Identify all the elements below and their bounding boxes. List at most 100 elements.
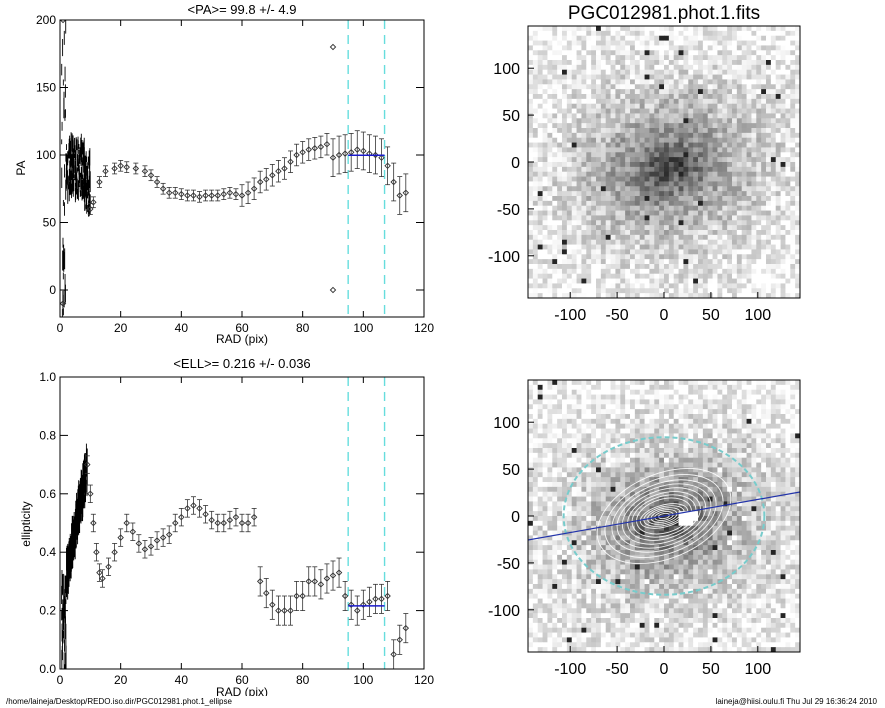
pixel <box>654 26 660 32</box>
pixel <box>795 273 800 279</box>
pixel <box>702 268 709 275</box>
pixel <box>620 423 626 429</box>
pixel <box>746 94 752 100</box>
pixel <box>659 264 665 270</box>
pixel <box>639 200 645 207</box>
pixel <box>649 457 655 463</box>
pixel <box>795 176 800 182</box>
pixel <box>795 191 800 197</box>
pixel <box>785 200 791 207</box>
pixel <box>615 84 621 90</box>
pixel <box>532 491 539 497</box>
pixel <box>600 288 607 294</box>
pixel <box>785 142 791 148</box>
pixel <box>678 35 684 41</box>
pixel <box>605 234 611 241</box>
pixel <box>620 259 626 265</box>
pixel <box>644 409 650 415</box>
pixel <box>547 113 553 119</box>
pixel <box>727 103 733 109</box>
pixel <box>722 399 728 405</box>
pixel <box>707 293 713 298</box>
pixel <box>586 234 592 241</box>
pixel <box>761 264 767 270</box>
pixel <box>581 210 587 216</box>
pixel <box>591 103 597 109</box>
pixel <box>702 191 709 197</box>
pixel <box>605 220 611 226</box>
pixel <box>761 384 767 391</box>
pixel <box>664 472 670 478</box>
pixel <box>761 259 767 265</box>
pixel <box>586 176 592 182</box>
pixel <box>751 176 757 182</box>
pixel <box>785 215 791 221</box>
pixel <box>600 108 607 114</box>
pixel <box>630 404 636 410</box>
ell-title: <ELL>= 0.216 +/- 0.036 <box>173 356 310 371</box>
pixel <box>552 69 558 75</box>
pixel <box>528 409 534 415</box>
pixel <box>542 249 548 255</box>
pixel <box>698 409 704 415</box>
pixel <box>790 244 796 250</box>
pixel <box>683 200 689 207</box>
pixel <box>625 230 631 236</box>
pixel <box>605 288 611 294</box>
pixel <box>736 118 743 124</box>
x-tick-label: 80 <box>296 321 310 335</box>
pixel <box>780 191 786 197</box>
pixel <box>532 191 539 197</box>
pixel <box>741 448 747 454</box>
pixel <box>683 399 689 405</box>
pixel <box>693 389 699 395</box>
pixel <box>756 264 762 270</box>
pixel <box>644 220 650 226</box>
pixel <box>688 234 694 241</box>
pixel <box>751 200 757 207</box>
pixel <box>552 230 558 236</box>
pixel <box>615 399 621 405</box>
pixel <box>639 118 645 124</box>
outlier-point <box>60 300 67 307</box>
pixel <box>693 157 699 163</box>
pixel <box>678 210 684 216</box>
pixel <box>557 278 563 284</box>
pixel <box>562 45 568 51</box>
pixel <box>552 30 558 37</box>
pixel <box>785 64 791 71</box>
pixel <box>566 147 573 153</box>
pixel <box>766 45 772 51</box>
pixel <box>615 254 621 260</box>
pixel <box>654 239 660 245</box>
pixel <box>707 45 713 51</box>
pixel <box>795 254 800 260</box>
pixel <box>552 84 558 90</box>
pixel <box>591 40 597 46</box>
pixel <box>717 482 723 488</box>
pixel <box>664 244 670 250</box>
pixel <box>537 486 543 493</box>
pixel <box>717 259 723 265</box>
pixel <box>634 113 641 119</box>
pixel <box>795 215 800 221</box>
pixel <box>766 118 772 124</box>
pixel <box>683 191 689 197</box>
pixel <box>722 264 728 270</box>
pixel <box>581 40 587 46</box>
pixel <box>591 69 597 75</box>
pixel <box>722 162 728 168</box>
pixel <box>620 264 626 270</box>
pixel <box>693 448 699 454</box>
pixel <box>790 283 796 289</box>
pixel <box>751 404 757 410</box>
pixel <box>693 472 699 478</box>
pixel <box>542 433 548 439</box>
pixel <box>761 205 767 211</box>
pixel <box>649 423 655 429</box>
pixel <box>605 249 611 255</box>
pixel <box>683 98 689 105</box>
pixel <box>591 220 597 226</box>
pixel <box>576 162 582 168</box>
pixel <box>581 137 587 143</box>
